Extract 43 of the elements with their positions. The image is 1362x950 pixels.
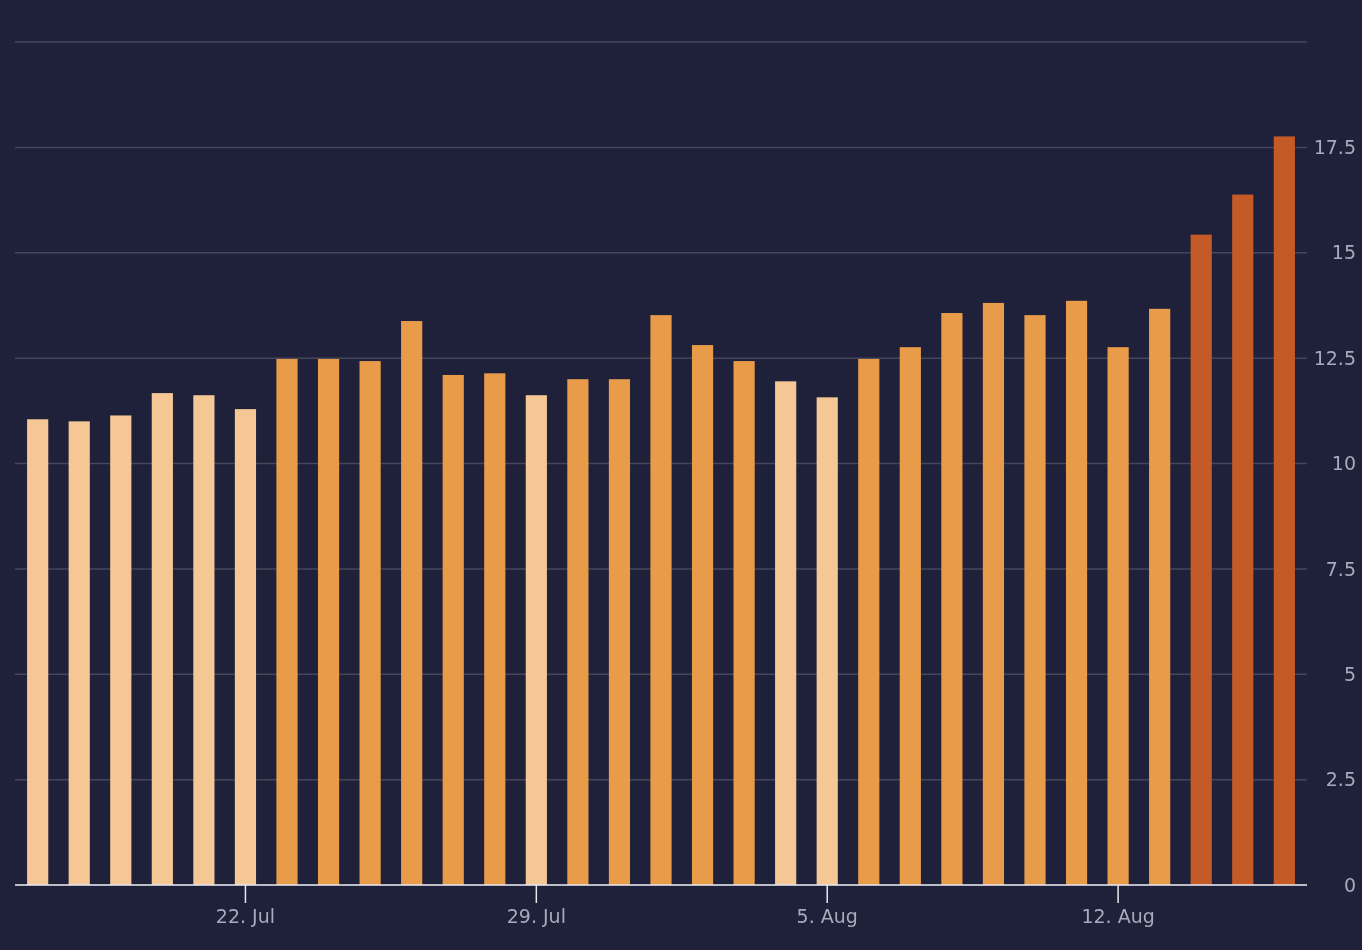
- bar: [27, 419, 49, 885]
- bar: [899, 347, 921, 885]
- bar: [68, 421, 90, 885]
- bar: [317, 358, 340, 885]
- y-tick-label: 5: [1343, 662, 1356, 685]
- x-tick-label: 29. Jul: [506, 905, 566, 927]
- bar: [1024, 315, 1046, 885]
- bar: [110, 415, 132, 885]
- bar: [1273, 136, 1295, 885]
- bar: [276, 358, 298, 885]
- bar: [401, 321, 423, 885]
- bar: [816, 397, 838, 885]
- bar: [1190, 234, 1212, 885]
- bar: [193, 395, 215, 885]
- bar: [608, 379, 631, 885]
- y-tick-label: 0: [1343, 873, 1356, 896]
- x-tick-label: 5. Aug: [796, 905, 858, 927]
- bar: [1107, 347, 1129, 885]
- y-tick-label: 15: [1331, 241, 1356, 264]
- bar: [982, 302, 1005, 885]
- x-tick-label: 22. Jul: [215, 905, 276, 927]
- y-tick-label: 7.5: [1325, 557, 1356, 580]
- x-tick-label: 12. Aug: [1081, 905, 1155, 927]
- bar: [234, 409, 257, 885]
- y-tick-label: 10: [1331, 452, 1356, 475]
- bar: [775, 381, 797, 885]
- bar: [1149, 308, 1171, 885]
- bar: [858, 358, 880, 885]
- bar: [442, 374, 464, 885]
- bar: [650, 315, 672, 885]
- bar: [691, 345, 714, 885]
- bar: [525, 395, 547, 885]
- bar: [1232, 194, 1254, 885]
- bar: [1065, 300, 1088, 885]
- bar: [567, 379, 589, 885]
- bar: [941, 313, 963, 885]
- bar: [359, 361, 381, 885]
- y-tick-label: 17.5: [1313, 136, 1356, 159]
- bar: [151, 393, 173, 885]
- bar: [484, 373, 506, 885]
- y-tick-label: 12.5: [1313, 346, 1356, 369]
- y-tick-label: 2.5: [1325, 768, 1356, 791]
- bar: [733, 361, 755, 885]
